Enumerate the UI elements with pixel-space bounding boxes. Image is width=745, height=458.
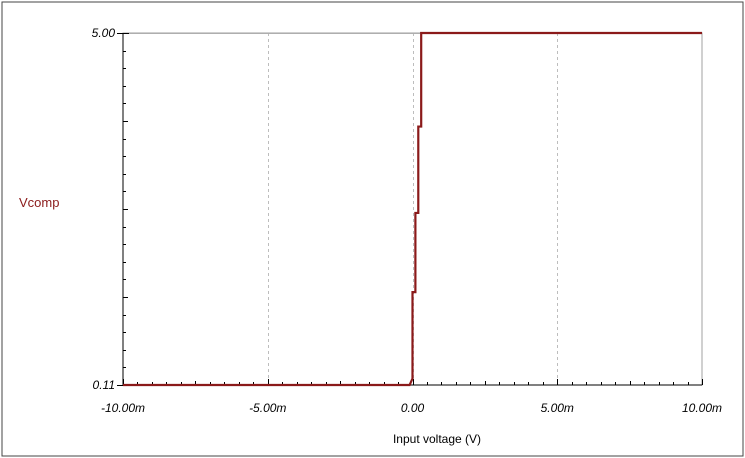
x-tick-label: -10.00m — [101, 401, 145, 415]
x-tick-label: 10.00m — [682, 401, 722, 415]
y-tick-label: 0.11 — [93, 378, 115, 392]
y-axis-label: Vcomp — [19, 195, 59, 210]
x-tick-label: 0.00 — [401, 401, 425, 415]
y-tick-label: 5.00 — [92, 26, 116, 40]
x-tick-label: -5.00m — [249, 401, 286, 415]
x-tick-label: 5.00m — [541, 401, 574, 415]
x-axis-label: Input voltage (V) — [393, 432, 481, 446]
